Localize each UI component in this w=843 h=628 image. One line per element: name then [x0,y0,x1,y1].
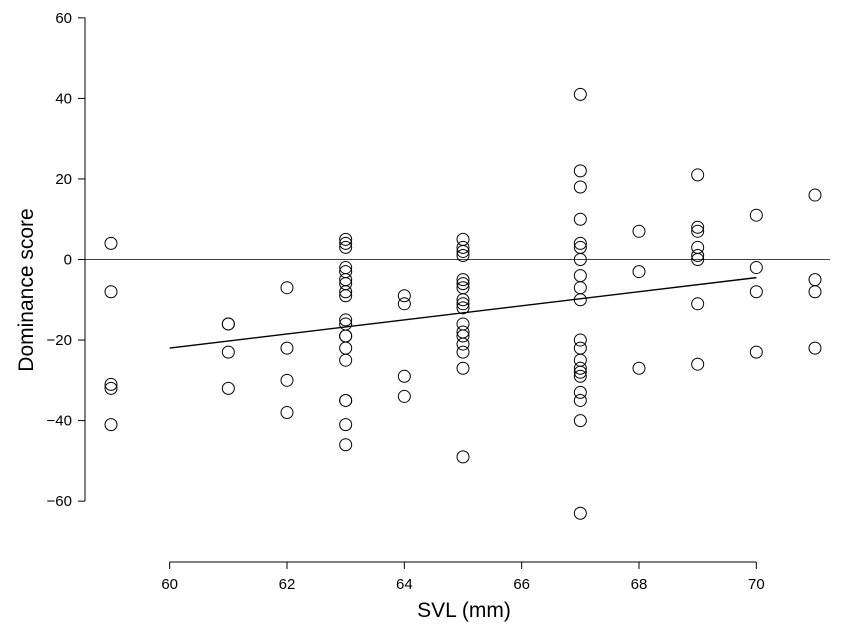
data-point [691,297,705,311]
data-point [573,333,587,347]
data-point [221,317,235,331]
data-point [456,329,470,343]
x-tick-label: 68 [631,576,648,593]
data-point [573,164,587,178]
data-point [573,341,587,355]
data-point [573,393,587,407]
data-point [691,168,705,182]
y-tick-label: 20 [55,171,72,188]
data-point [573,293,587,307]
data-point [339,232,353,246]
data-point [573,253,587,266]
data-point [808,341,822,355]
y-tick-label: −60 [47,493,72,510]
y-tick-label: 60 [55,10,72,27]
data-point [456,273,470,287]
data-point [280,373,294,387]
data-point [808,188,822,202]
data-point [397,389,411,403]
data-point [456,248,470,262]
data-point [339,285,353,299]
x-axis-title: SVL (mm) [417,599,511,622]
x-tick-label: 66 [513,576,530,593]
data-point [397,297,411,311]
data-point [456,361,470,375]
data-point [573,236,587,250]
data-point [456,240,470,254]
y-tick-label: 0 [64,252,72,269]
data-point [456,244,470,258]
x-tick-label: 70 [748,576,765,593]
x-tick-label: 62 [279,576,296,593]
data-point [456,293,470,307]
data-point [221,381,235,395]
y-axis-title: Dominance score [15,208,38,371]
data-point [339,236,353,250]
y-axis: −60 −40 −20 0 20 40 60 [47,10,86,510]
data-point [749,285,763,299]
data-point [221,345,235,359]
data-point [573,212,587,226]
data-point [456,450,470,464]
data-point [339,418,353,432]
data-point [280,341,294,355]
data-point [691,357,705,371]
data-point [573,365,587,379]
regression-line [169,276,757,349]
data-point [691,253,705,266]
data-point [691,220,705,234]
data-point [573,414,587,428]
data-point [691,224,705,238]
data-point [573,281,587,295]
data-points [104,87,822,520]
data-point [573,361,587,375]
data-point [749,261,763,275]
data-point [456,301,470,315]
data-point [104,418,118,432]
data-point [339,353,353,367]
data-point [456,337,470,351]
data-point [573,269,587,283]
data-point [280,281,294,295]
data-point [573,180,587,194]
data-point [104,285,118,299]
data-point [104,236,118,250]
data-point [808,273,822,287]
data-point [573,87,587,101]
y-tick-label: −20 [47,332,72,349]
data-point [397,289,411,303]
data-point [749,208,763,222]
x-tick-label: 64 [396,576,413,593]
data-point [397,369,411,383]
trendline [169,276,757,349]
data-point [456,297,470,311]
data-point [339,313,353,327]
data-point [280,406,294,420]
data-point [104,381,118,395]
data-point [339,289,353,303]
data-point [339,329,353,343]
data-point [632,361,646,375]
y-tick-label: −40 [47,413,72,430]
x-axis: 60 62 64 66 68 70 [161,561,765,593]
data-point [339,393,353,407]
data-point [339,341,353,355]
y-tick-label: 40 [55,90,72,107]
data-point [104,377,118,391]
data-point [573,369,587,383]
data-point [339,438,353,452]
data-point [573,506,587,520]
data-point [632,224,646,238]
data-point [691,248,705,262]
data-point [456,345,470,359]
x-tick-label: 60 [161,576,178,593]
data-point [749,345,763,359]
data-point [456,277,470,291]
data-point [573,385,587,399]
data-point [808,285,822,299]
data-point [632,265,646,279]
data-point [339,240,353,254]
